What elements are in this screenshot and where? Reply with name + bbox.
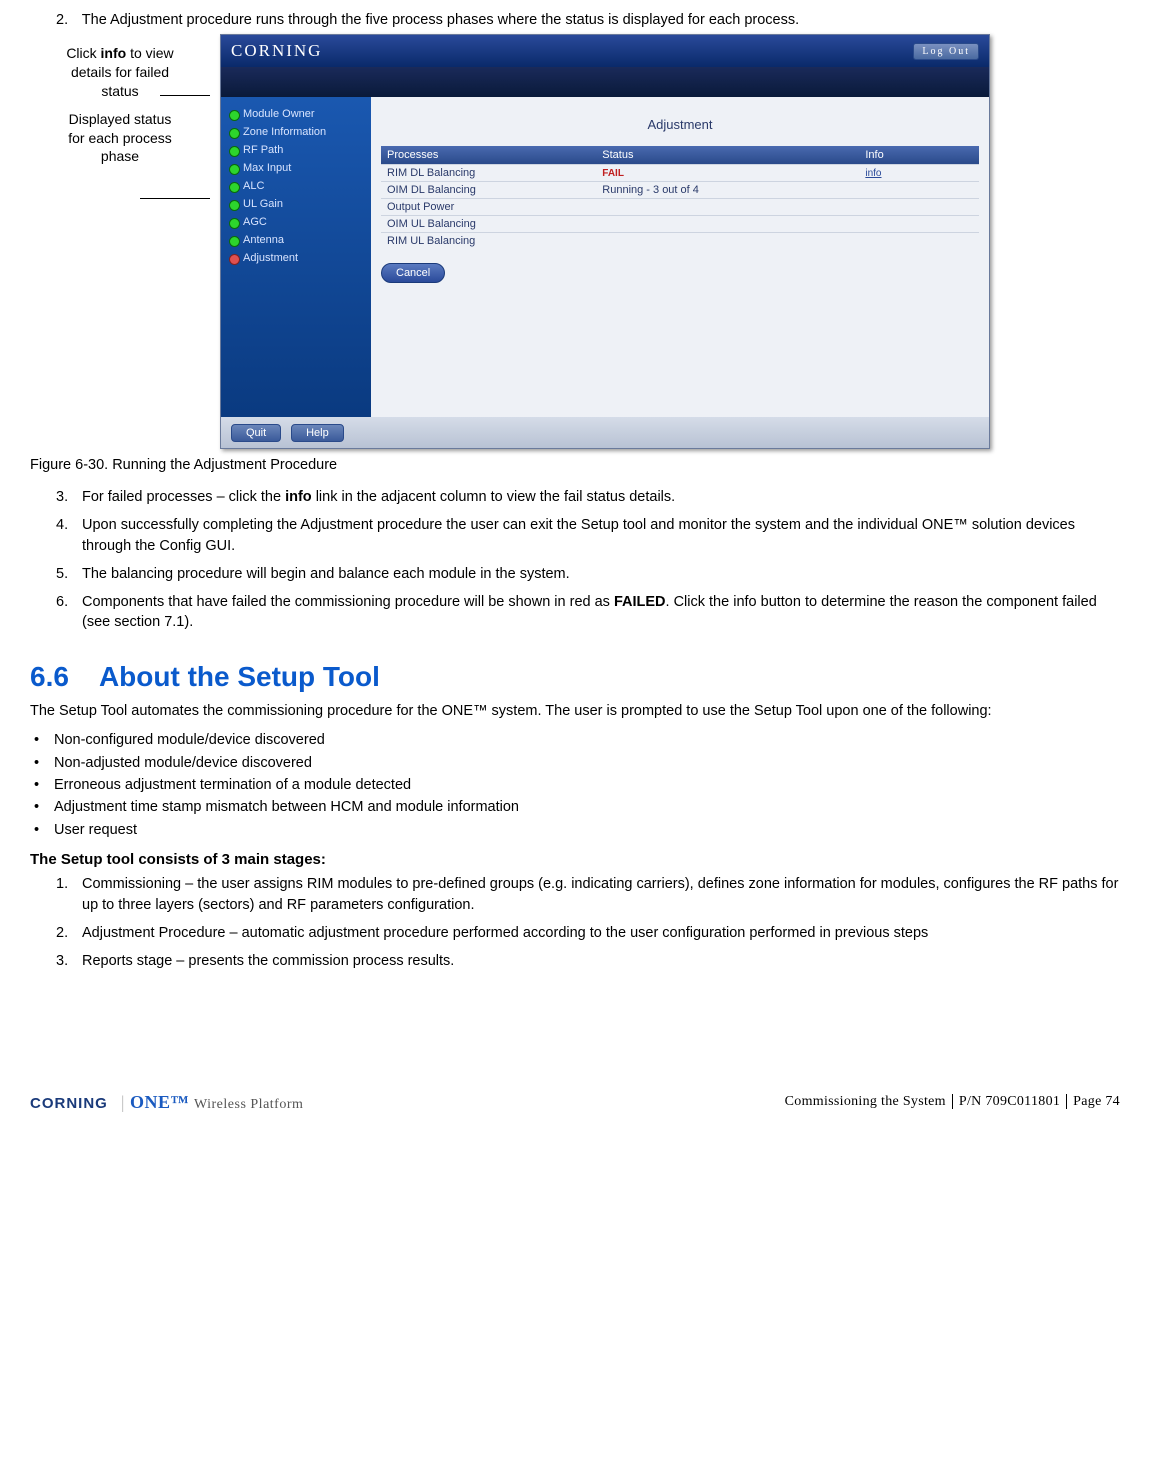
- footer-chapter: Commissioning the System: [785, 1094, 952, 1109]
- cell-process: RIM DL Balancing: [381, 165, 596, 182]
- list-item: Non-configured module/device discovered: [30, 729, 1126, 751]
- step-number: 5.: [56, 564, 68, 584]
- stage-number: 3.: [56, 951, 68, 971]
- sidebar-item[interactable]: Max Input: [227, 159, 365, 177]
- cell-process: RIM UL Balancing: [381, 233, 596, 250]
- step-number: 4.: [56, 515, 68, 535]
- col-processes: Processes: [381, 146, 596, 165]
- step-number: 6.: [56, 592, 68, 612]
- col-info: Info: [859, 146, 979, 165]
- info-link[interactable]: info: [865, 168, 881, 179]
- cell-info: info: [859, 165, 979, 182]
- intro-paragraph: The Setup Tool automates the commissioni…: [30, 701, 1126, 721]
- table-row: OIM DL BalancingRunning - 3 out of 4: [381, 182, 979, 199]
- footer-pn: P/N 709C011801: [952, 1094, 1066, 1109]
- figure-caption: Figure 6-30. Running the Adjustment Proc…: [30, 457, 1126, 473]
- window-body: Module OwnerZone InformationRF PathMax I…: [221, 97, 989, 417]
- sidebar-item[interactable]: Zone Information: [227, 123, 365, 141]
- status-fail: FAIL: [602, 168, 624, 179]
- sidebar-item[interactable]: Adjustment: [227, 249, 365, 267]
- section-heading: 6.6 About the Setup Tool: [30, 661, 1126, 693]
- list-item: Erroneous adjustment termination of a mo…: [30, 774, 1126, 796]
- list-item: 1.Commissioning – the user assigns RIM m…: [56, 874, 1126, 915]
- list-item: 2.Adjustment Procedure – automatic adjus…: [56, 923, 1126, 943]
- sidebar-item[interactable]: Antenna: [227, 231, 365, 249]
- list-item: 6.Components that have failed the commis…: [56, 592, 1126, 633]
- quit-button[interactable]: Quit: [231, 424, 281, 442]
- sidebar-item[interactable]: Module Owner: [227, 105, 365, 123]
- table-row: RIM DL Balancing FAIL info: [381, 165, 979, 182]
- cell-info: [859, 233, 979, 250]
- sidebar-item[interactable]: ALC: [227, 177, 365, 195]
- list-item: User request: [30, 819, 1126, 841]
- cell-status: Running - 3 out of 4: [596, 182, 859, 199]
- footer-page: Page 74: [1066, 1094, 1126, 1109]
- cell-process: Output Power: [381, 199, 596, 216]
- stages-list: 1.Commissioning – the user assigns RIM m…: [56, 874, 1126, 971]
- header-band: [221, 67, 989, 97]
- cancel-button[interactable]: Cancel: [381, 263, 445, 283]
- list-item: 3.Reports stage – presents the commissio…: [56, 951, 1126, 971]
- sidebar-item[interactable]: AGC: [227, 213, 365, 231]
- step-number: 3.: [56, 487, 68, 507]
- main-panel: Adjustment Processes Status Info RIM DL …: [371, 97, 989, 417]
- cell-process: OIM DL Balancing: [381, 182, 596, 199]
- footer-brand: CORNING | ONE™ Wireless Platform: [30, 1092, 303, 1113]
- table-row: OIM UL Balancing: [381, 216, 979, 233]
- screenshot: CORNING Log Out Module OwnerZone Informa…: [220, 34, 990, 449]
- step-2-num: 2.: [56, 12, 78, 28]
- app-title: CORNING: [231, 41, 322, 61]
- stage-number: 2.: [56, 923, 68, 943]
- figure-row: Click info to view details for failed st…: [30, 34, 1126, 449]
- steps-list: 3.For failed processes – click the info …: [56, 487, 1126, 633]
- titlebar: CORNING Log Out: [221, 35, 989, 67]
- section-title: About the Setup Tool: [99, 661, 380, 692]
- list-item: 3.For failed processes – click the info …: [56, 487, 1126, 507]
- annotation-1-leader: [160, 95, 210, 96]
- bottom-bar: Quit Help: [221, 417, 989, 448]
- cell-info: [859, 199, 979, 216]
- process-table: Processes Status Info RIM DL Balancing FA…: [381, 146, 979, 249]
- logout-button[interactable]: Log Out: [913, 43, 979, 60]
- annotation-1: Click info to view details for failed st…: [30, 44, 210, 102]
- app-window: CORNING Log Out Module OwnerZone Informa…: [220, 34, 990, 449]
- section-number: 6.6: [30, 661, 69, 693]
- help-button[interactable]: Help: [291, 424, 344, 442]
- col-status: Status: [596, 146, 859, 165]
- cell-process: OIM UL Balancing: [381, 216, 596, 233]
- panel-title: Adjustment: [381, 105, 979, 146]
- annotation-2: Displayed status for each process phase: [30, 110, 210, 168]
- step-2: 2. The Adjustment procedure runs through…: [56, 12, 1126, 28]
- list-item: 4.Upon successfully completing the Adjus…: [56, 515, 1126, 556]
- annotation-2-leader: [140, 198, 210, 199]
- cell-status: [596, 216, 859, 233]
- list-item: Adjustment time stamp mismatch between H…: [30, 796, 1126, 818]
- page-footer: CORNING | ONE™ Wireless Platform Commiss…: [30, 1092, 1126, 1113]
- step-2-text: The Adjustment procedure runs through th…: [82, 12, 799, 28]
- cell-status: FAIL: [596, 165, 859, 182]
- annotation-column: Click info to view details for failed st…: [30, 34, 210, 167]
- table-row: RIM UL Balancing: [381, 233, 979, 250]
- footer-meta: Commissioning the SystemP/N 709C011801Pa…: [785, 1094, 1126, 1110]
- list-item: Non-adjusted module/device discovered: [30, 752, 1126, 774]
- stages-subhead: The Setup tool consists of 3 main stages…: [30, 851, 1126, 868]
- cell-info: [859, 216, 979, 233]
- sidebar-item[interactable]: RF Path: [227, 141, 365, 159]
- stage-number: 1.: [56, 874, 68, 894]
- bullet-list: Non-configured module/device discoveredN…: [30, 729, 1126, 841]
- cell-status: [596, 233, 859, 250]
- table-row: Output Power: [381, 199, 979, 216]
- cell-status: [596, 199, 859, 216]
- cell-info: [859, 182, 979, 199]
- sidebar: Module OwnerZone InformationRF PathMax I…: [221, 97, 371, 417]
- list-item: 5.The balancing procedure will begin and…: [56, 564, 1126, 584]
- sidebar-item[interactable]: UL Gain: [227, 195, 365, 213]
